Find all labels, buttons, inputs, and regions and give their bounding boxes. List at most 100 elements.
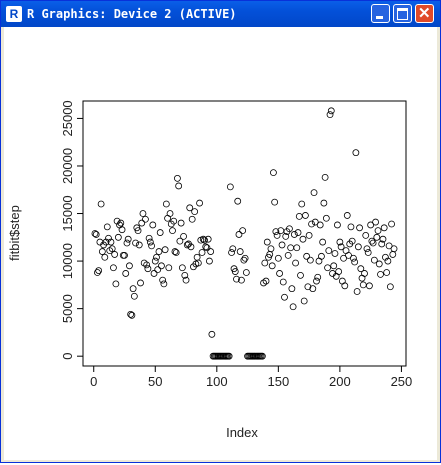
point bbox=[110, 264, 117, 272]
point bbox=[297, 271, 304, 279]
point bbox=[154, 266, 162, 274]
minimize-button[interactable] bbox=[371, 4, 390, 23]
point bbox=[290, 231, 298, 238]
plot-area: Index fitbit$step 0 50 100 150 200 250 0 5000 10… bbox=[4, 27, 437, 460]
point bbox=[300, 297, 308, 305]
point bbox=[320, 199, 328, 207]
point bbox=[282, 232, 290, 240]
point bbox=[199, 235, 207, 243]
point bbox=[101, 253, 109, 261]
point bbox=[105, 234, 112, 242]
point bbox=[316, 221, 324, 229]
point bbox=[350, 254, 357, 262]
point bbox=[202, 243, 210, 251]
point bbox=[128, 311, 136, 319]
point bbox=[239, 227, 247, 235]
point bbox=[107, 238, 115, 246]
point bbox=[367, 221, 375, 229]
point bbox=[127, 310, 135, 318]
point bbox=[324, 264, 331, 272]
point bbox=[160, 280, 168, 288]
point bbox=[150, 270, 158, 277]
point bbox=[272, 228, 280, 235]
point bbox=[321, 173, 329, 181]
point bbox=[182, 276, 190, 284]
close-button[interactable]: ✕ bbox=[415, 4, 434, 23]
point bbox=[108, 245, 116, 253]
point bbox=[330, 262, 338, 270]
point bbox=[203, 244, 211, 252]
point bbox=[187, 243, 195, 251]
point bbox=[386, 283, 394, 291]
point bbox=[193, 253, 201, 261]
point bbox=[196, 199, 203, 207]
point bbox=[155, 248, 163, 255]
point bbox=[162, 200, 170, 208]
y-tick-label: 5000 bbox=[60, 294, 75, 323]
point bbox=[302, 212, 309, 219]
point bbox=[180, 232, 187, 240]
point bbox=[372, 218, 379, 226]
point bbox=[231, 268, 239, 275]
point bbox=[292, 259, 299, 267]
maximize-button[interactable] bbox=[393, 4, 412, 23]
point bbox=[166, 210, 174, 217]
x-tick-label: 0 bbox=[90, 374, 97, 389]
point bbox=[235, 231, 243, 238]
point bbox=[204, 235, 212, 243]
point bbox=[261, 259, 269, 267]
point bbox=[134, 227, 142, 235]
point bbox=[274, 254, 282, 262]
point bbox=[273, 232, 281, 239]
point bbox=[309, 285, 317, 293]
point bbox=[151, 257, 159, 265]
point bbox=[337, 243, 345, 251]
point bbox=[201, 236, 208, 244]
point bbox=[369, 239, 377, 247]
point bbox=[229, 245, 237, 253]
point bbox=[135, 241, 143, 249]
point bbox=[208, 330, 216, 338]
point bbox=[98, 248, 106, 255]
point bbox=[362, 232, 370, 239]
point bbox=[117, 219, 125, 227]
point bbox=[143, 261, 151, 269]
point bbox=[114, 233, 122, 241]
point bbox=[298, 200, 306, 208]
point bbox=[198, 249, 206, 256]
point bbox=[351, 258, 359, 266]
y-tick-label: 0 bbox=[60, 353, 75, 360]
point bbox=[234, 197, 242, 205]
point bbox=[294, 229, 302, 236]
point bbox=[118, 226, 126, 234]
point bbox=[288, 285, 296, 293]
point bbox=[334, 221, 341, 229]
point bbox=[308, 220, 315, 228]
point bbox=[267, 245, 275, 253]
x-tick-label: 50 bbox=[148, 374, 162, 389]
point bbox=[343, 212, 351, 219]
app-icon: R bbox=[6, 6, 22, 22]
point bbox=[177, 219, 185, 227]
x-tick-label: 150 bbox=[267, 374, 289, 389]
point bbox=[382, 253, 389, 261]
point bbox=[206, 257, 213, 265]
point bbox=[271, 198, 279, 206]
point bbox=[352, 149, 360, 157]
point bbox=[170, 217, 178, 225]
point bbox=[240, 256, 248, 264]
window-title: R Graphics: Device 2 (ACTIVE) bbox=[27, 7, 237, 21]
point bbox=[138, 219, 146, 227]
point bbox=[388, 220, 395, 228]
point bbox=[148, 242, 155, 250]
point bbox=[310, 189, 318, 197]
point bbox=[286, 225, 293, 233]
point bbox=[176, 237, 184, 245]
y-tick-label: 25000 bbox=[60, 100, 75, 136]
point bbox=[380, 224, 388, 232]
point bbox=[238, 276, 245, 284]
point bbox=[95, 267, 103, 274]
point bbox=[191, 208, 199, 216]
point bbox=[144, 265, 152, 273]
